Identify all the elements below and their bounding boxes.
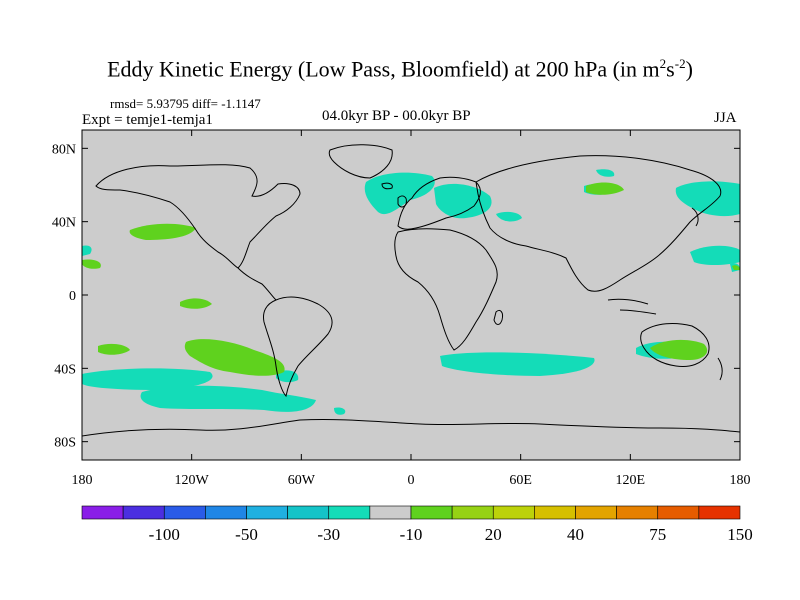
- green-region-east-pacific-edge: [732, 265, 740, 270]
- lon-tick-label: 180: [730, 473, 751, 488]
- cyan-region-east-asia: [690, 245, 740, 265]
- cyan-region-southeast-pacific: [82, 368, 213, 390]
- expt-label: Expt = temje1-temja1: [82, 112, 213, 128]
- coast-indonesia: [607, 298, 657, 315]
- cyan-region-north-atlantic: [364, 172, 435, 215]
- colorbar-label: 150: [727, 525, 753, 544]
- coast-madagascar: [493, 309, 503, 325]
- coast-north-america: [95, 164, 301, 269]
- green-region-northwest-pacific: [586, 182, 624, 195]
- colorbar-swatch: [81, 505, 124, 520]
- colorbar-swatch: [246, 505, 288, 520]
- coast-new-zealand: [717, 357, 723, 381]
- coastlines: [82, 144, 740, 437]
- colorbar-swatch: [163, 505, 206, 520]
- lat-tick-label: 80S: [54, 436, 76, 451]
- colorbar-label: 20: [485, 525, 502, 544]
- cyan-region-northeast-asia: [596, 169, 615, 177]
- lat-tick-label: 40N: [52, 216, 76, 231]
- anomaly-fields: [82, 169, 740, 415]
- lon-tick-label: 120W: [175, 473, 210, 488]
- colorbar-swatch: [657, 505, 700, 520]
- lat-tick-label: 80N: [52, 142, 76, 157]
- lon-tick-label: 60W: [288, 473, 316, 488]
- colorbar: [81, 505, 741, 520]
- colorbar-swatch: [287, 505, 330, 520]
- colorbar-swatch: [575, 505, 617, 520]
- longitude-axis: 180 120W 60W 0 60E 120E 180: [72, 130, 751, 488]
- rmsd-diff-label: rmsd= 5.93795 diff= -1.1147: [110, 96, 261, 111]
- coast-africa: [394, 228, 498, 351]
- colorbar-swatch: [369, 505, 412, 520]
- latitude-axis: 80N 40N 0 40S 80S: [52, 142, 740, 451]
- colorbar-swatch: [616, 505, 659, 520]
- lon-tick-label: 180: [72, 473, 93, 488]
- colorbar-label: -30: [317, 525, 340, 544]
- map-title: Eddy Kinetic Energy (Low Pass, Bloomfiel…: [107, 56, 693, 82]
- cyan-region-southern-ocean-pacific: [140, 385, 316, 412]
- cyan-region-south-america-tip: [276, 370, 299, 383]
- green-region-east-pacific: [180, 298, 212, 309]
- colorbar-swatch: [492, 505, 535, 520]
- colorbar-label: -100: [149, 525, 180, 544]
- cyan-region-central-asia: [496, 211, 522, 222]
- lat-tick-label: 0: [69, 289, 76, 304]
- colorbar-swatch: [410, 505, 453, 520]
- season-label: JJA: [714, 110, 737, 126]
- cyan-region-europe: [434, 183, 492, 219]
- green-region-subtropical-south-pacific: [184, 339, 285, 376]
- colorbar-label: -10: [400, 525, 423, 544]
- colorbar-swatch: [451, 505, 494, 520]
- colorbar-swatch: [698, 505, 741, 520]
- lon-tick-label: 0: [408, 473, 415, 488]
- lon-tick-label: 120E: [616, 473, 646, 488]
- period-label: 04.0kyr BP - 00.0kyr BP: [322, 108, 471, 124]
- colorbar-swatch: [205, 505, 247, 520]
- colorbar-labels: -100 -50 -30 -10 20 40 75 150: [149, 525, 753, 544]
- coast-south-america: [263, 296, 333, 398]
- cyan-region-south-atlantic: [440, 352, 595, 376]
- coast-japan: [691, 207, 699, 227]
- colorbar-label: 75: [649, 525, 666, 544]
- green-region-south-pacific: [98, 343, 130, 355]
- coast-central-america: [237, 267, 277, 301]
- green-region-west-pacific-edge: [82, 259, 101, 269]
- colorbar-label: -50: [235, 525, 258, 544]
- colorbar-label: 40: [567, 525, 584, 544]
- cyan-region-west-pacific-edge: [82, 245, 92, 256]
- colorbar-swatch: [122, 505, 165, 520]
- green-region-north-pacific: [129, 223, 196, 240]
- colorbar-swatch: [328, 505, 371, 520]
- green-region-australia: [650, 339, 708, 360]
- cyan-region-north-pacific: [675, 181, 740, 217]
- lon-tick-label: 60E: [509, 473, 532, 488]
- coast-iceland: [381, 182, 393, 190]
- lat-tick-label: 40S: [54, 362, 76, 377]
- coast-antarctica: [82, 418, 740, 437]
- coast-australia: [640, 323, 710, 367]
- cyan-region-drake: [334, 407, 346, 415]
- coast-asia: [475, 155, 722, 292]
- coast-uk: [397, 195, 407, 208]
- coast-europe: [397, 176, 481, 230]
- colorbar-swatch: [534, 505, 576, 520]
- coast-greenland: [328, 144, 393, 179]
